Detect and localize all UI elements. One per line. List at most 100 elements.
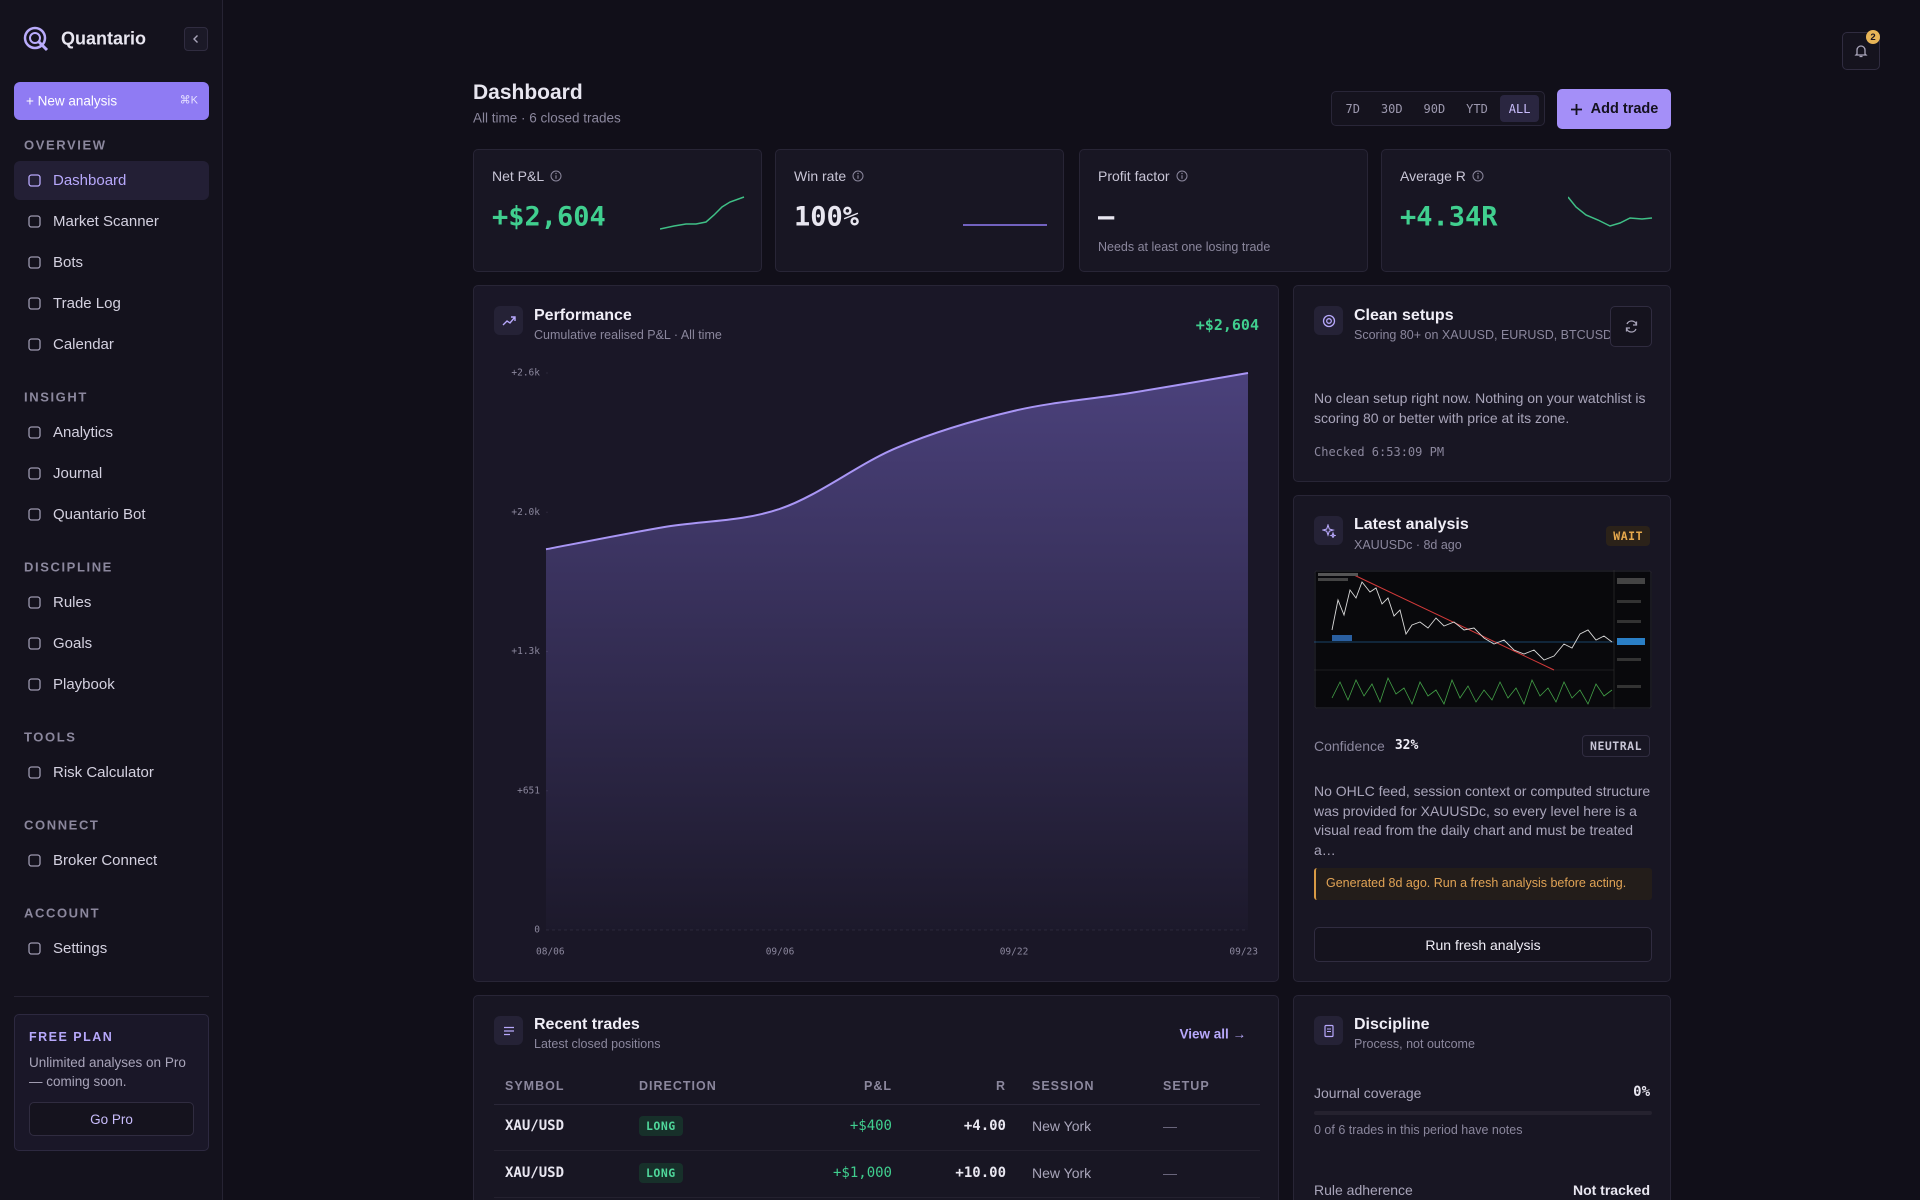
nav-label: Trade Log: [53, 294, 121, 312]
plus-icon: [1570, 103, 1582, 115]
sparkline: [1568, 196, 1653, 227]
icon-shape: [28, 214, 41, 228]
nav-icon: [28, 296, 41, 310]
info-circle: [1472, 170, 1484, 182]
confidence-value: 32%: [1394, 738, 1419, 753]
line: [545, 372, 1249, 551]
info-icon: [1176, 170, 1188, 182]
nav-item[interactable]: Journal: [14, 454, 209, 493]
icon: [1314, 1016, 1343, 1045]
divider: [14, 996, 209, 997]
y-tick-label: +1.3k: [511, 646, 540, 657]
x-tick-label: 08/06: [536, 947, 565, 958]
nav-icon: [28, 337, 41, 351]
column-header: SYMBOL: [505, 1079, 565, 1093]
icon-shape: [28, 255, 41, 269]
card-title: Recent trades: [534, 1016, 640, 1033]
nav-item[interactable]: Market Scanner: [14, 202, 209, 241]
performance-card: Performance Cumulative realised P&L · Al…: [473, 285, 1279, 982]
stat-card: Win rate 100%: [775, 149, 1064, 272]
warning-text: Generated 8d ago. Run a fresh analysis b…: [1326, 876, 1627, 890]
icon-shape: [28, 507, 41, 521]
nav-item[interactable]: Dashboard: [14, 160, 209, 200]
plan-text: Unlimited analyses on Pro — coming soon.: [29, 1055, 186, 1089]
section-title: ACCOUNT: [24, 905, 101, 921]
nav-icon: [28, 214, 41, 228]
nav-item[interactable]: Goals: [14, 624, 209, 663]
range-button[interactable]: ALL: [1499, 95, 1540, 122]
info-icon: [550, 170, 562, 182]
section-title: DISCIPLINE: [24, 559, 113, 575]
y-tick-label: +651: [517, 785, 540, 796]
column-header: P&L: [864, 1079, 892, 1093]
stat-label-row: Net P&L: [492, 168, 562, 184]
column-header: DIRECTION: [639, 1079, 717, 1093]
nav-label: Analytics: [53, 423, 114, 441]
icon: [1314, 516, 1343, 545]
view-all-link[interactable]: View all →: [1179, 1026, 1246, 1042]
page-title: Dashboard: [473, 81, 583, 104]
section-title: TOOLS: [24, 729, 77, 745]
section-title: OVERVIEW: [24, 137, 107, 153]
column-header: R: [995, 1079, 1006, 1093]
confidence-row: Confidence 32%: [1314, 738, 1418, 754]
card-title: Performance: [534, 307, 632, 324]
clean-setups-card: Clean setups Scoring 80+ on XAUUSD, EURU…: [1293, 285, 1671, 482]
card-subtitle: Cumulative realised P&L · All time: [534, 328, 722, 342]
analysis-screenshot[interactable]: [1314, 570, 1652, 709]
latest-analysis-card: Latest analysis XAUUSDc · 8d ago WAIT Co…: [1293, 495, 1671, 982]
new-analysis-button[interactable]: + New analysis ⌘K: [14, 82, 209, 120]
nav-label: Settings: [53, 939, 108, 957]
table-cell: —: [1163, 1165, 1177, 1181]
range-button[interactable]: 90D: [1423, 101, 1446, 116]
go-pro-button[interactable]: Go Pro: [29, 1102, 194, 1136]
journal-value: 0%: [1633, 1084, 1650, 1100]
nav-item[interactable]: Analytics: [14, 413, 209, 452]
nav-item[interactable]: Playbook: [14, 665, 209, 704]
nav-label: Broker Connect: [53, 851, 158, 869]
run-analysis-button[interactable]: Run fresh analysis: [1314, 927, 1652, 962]
collapse-button[interactable]: [184, 27, 208, 51]
stat-card: Profit factor — Needs at least one losin…: [1079, 149, 1368, 272]
nav-item[interactable]: Trade Log: [14, 284, 209, 323]
nav-icon: [28, 466, 41, 480]
table-cell: +$1,000: [832, 1165, 892, 1181]
nav-label: Goals: [53, 634, 93, 652]
logo: [23, 26, 49, 52]
nav-label: Dashboard: [53, 171, 127, 189]
info-circle: [550, 170, 562, 182]
nav-item[interactable]: Broker Connect: [14, 841, 209, 880]
stat-label: Profit factor: [1098, 168, 1170, 184]
row-divider: [494, 1197, 1260, 1198]
nav-icon: [28, 677, 41, 691]
info-circle: [1176, 170, 1188, 182]
analysis-summary: No OHLC feed, session context or compute…: [1314, 783, 1651, 858]
add-trade-button[interactable]: Add trade: [1557, 89, 1671, 129]
nav-label: Risk Calculator: [53, 763, 154, 781]
nav-icon: [28, 425, 41, 439]
nav-item[interactable]: Calendar: [14, 325, 209, 364]
sidebar: Quantario + New analysis ⌘K FREE PLAN Un…: [0, 0, 223, 1200]
nav-item[interactable]: Quantario Bot: [14, 495, 209, 534]
table-cell: LONG: [639, 1163, 683, 1183]
range-button[interactable]: 7D: [1345, 101, 1360, 116]
nav-item[interactable]: Settings: [14, 929, 209, 968]
bias-badge: NEUTRAL: [1582, 735, 1650, 757]
range-button[interactable]: YTD: [1466, 101, 1488, 116]
column-header: SETUP: [1163, 1079, 1210, 1093]
nav-item[interactable]: Risk Calculator: [14, 753, 209, 792]
nav-item[interactable]: Rules: [14, 583, 209, 622]
info-circle: [852, 170, 864, 182]
refresh-button[interactable]: [1610, 306, 1652, 347]
icon-shape: [28, 337, 41, 351]
range-button[interactable]: 30D: [1380, 101, 1403, 116]
nav-item[interactable]: Bots: [14, 243, 209, 282]
shortcut: ⌘K: [179, 94, 198, 107]
card-title: Discipline: [1354, 1016, 1430, 1033]
nav-label: Market Scanner: [53, 212, 159, 230]
icon: [1314, 306, 1343, 335]
stat-label-row: Average R: [1400, 168, 1484, 184]
